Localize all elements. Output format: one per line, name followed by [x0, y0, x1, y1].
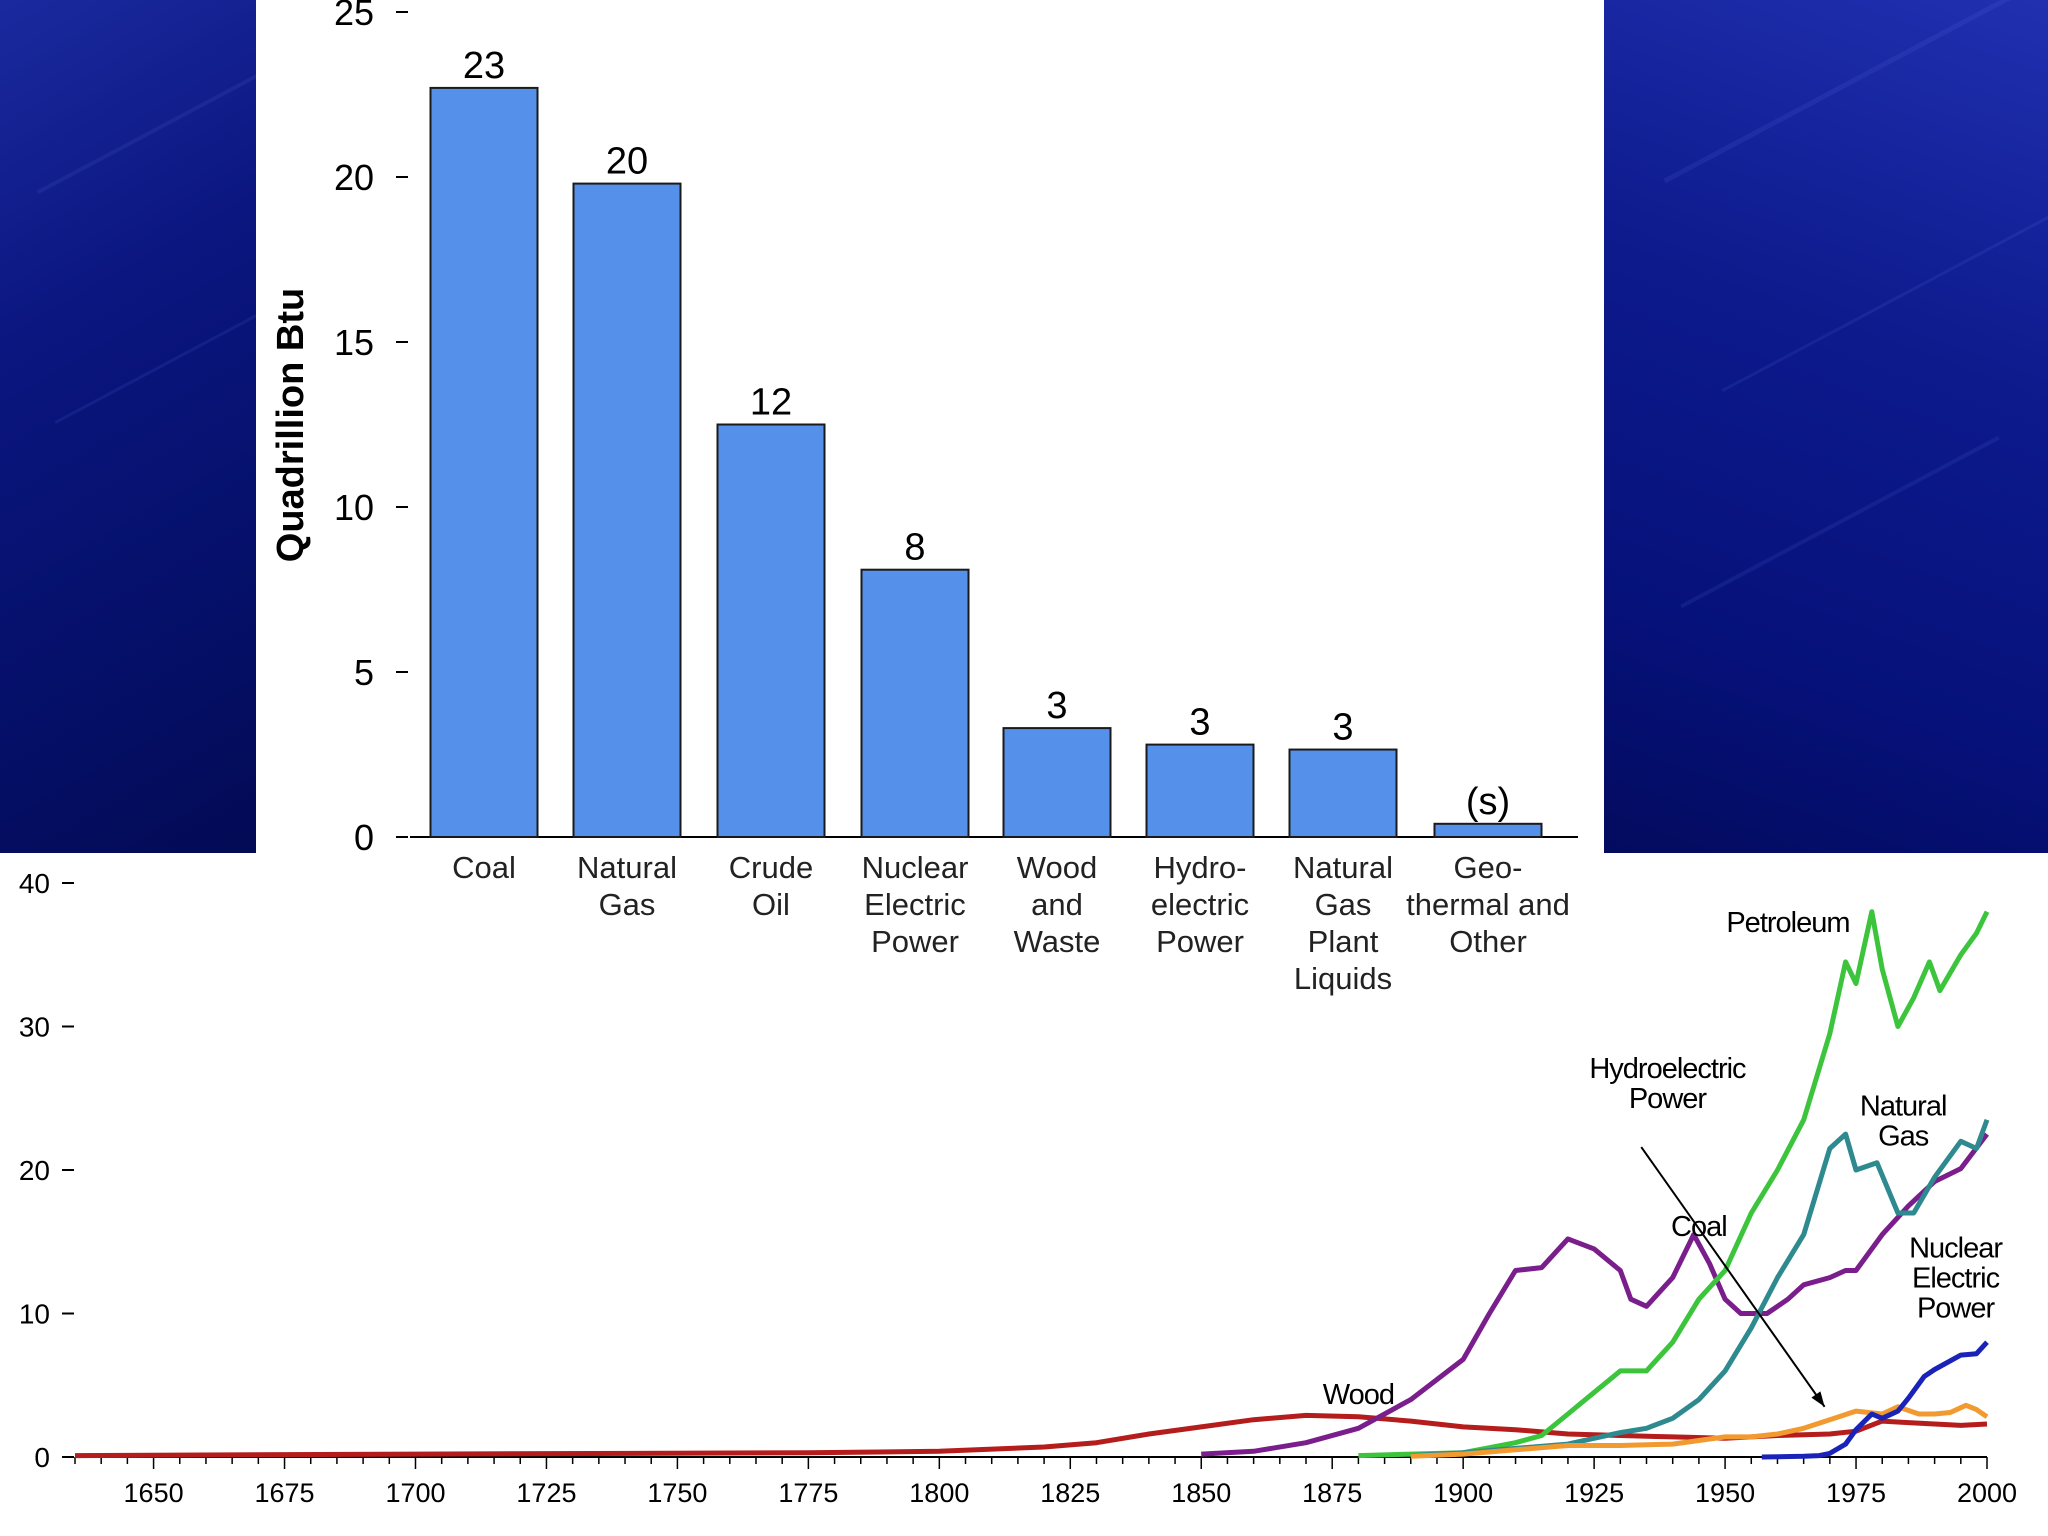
bar-data-label: 8 — [904, 527, 925, 569]
bar-category-label: Natural — [1293, 850, 1393, 885]
bar-y-axis-label: Quadrillion Btu — [270, 288, 312, 562]
bar-data-label: 12 — [750, 382, 792, 424]
line-x-tick-label: 1750 — [647, 1478, 707, 1508]
line-x-tick-label: 1650 — [124, 1478, 184, 1508]
bar-data-label: (s) — [1466, 781, 1510, 823]
line-annotation: Natural — [1860, 1090, 1947, 1122]
bar — [860, 568, 970, 838]
line-x-tick-label: 2000 — [1957, 1478, 2017, 1508]
bar-category-label: Power — [871, 924, 959, 959]
line-series — [1410, 1118, 1990, 1459]
line-y-tick-label: 40 — [19, 868, 50, 899]
line-annotation: Power — [1917, 1293, 1996, 1325]
line-x-tick-label: 1775 — [778, 1478, 838, 1508]
bar-data-label: 3 — [1189, 702, 1210, 744]
bar — [429, 86, 539, 838]
bar-category-label: Coal — [452, 850, 516, 885]
line-series — [1410, 1402, 1989, 1459]
line-x-tick-label: 1675 — [254, 1478, 314, 1508]
line-x-tick-label: 1825 — [1040, 1478, 1100, 1508]
line-annotation: Hydroelectric — [1589, 1053, 1746, 1085]
bar-category-label: and — [1031, 887, 1083, 922]
hydro-arrow-line — [1640, 1146, 1826, 1408]
line-y-tick-label: 0 — [34, 1442, 50, 1473]
bar-category-label: Gas — [1315, 887, 1372, 922]
line-y-tick-label: 20 — [19, 1155, 50, 1186]
bar-data-label: 20 — [606, 141, 648, 183]
line-annotation: Wood — [1323, 1379, 1394, 1411]
bar-category-label: electric — [1151, 887, 1249, 922]
line-x-tick-label: 1875 — [1302, 1478, 1362, 1508]
bar-category-label: thermal and — [1406, 887, 1570, 922]
bar-data-label: 3 — [1046, 685, 1067, 727]
bar-category-label: Oil — [752, 887, 790, 922]
background-right — [1604, 0, 2048, 853]
bar-y-tick-label: 20 — [334, 157, 374, 198]
line-y-tick-label: 10 — [19, 1299, 50, 1330]
line-chart: 0 10 20 30 40 1650 1675 1700 1725 1750 1775 1800 182… — [19, 868, 2017, 1508]
line-x-tick-label: 1725 — [516, 1478, 576, 1508]
bar-category-label: Power — [1156, 924, 1244, 959]
bar — [1433, 822, 1543, 838]
bar-category-label: Liquids — [1294, 961, 1392, 996]
line-y-tick-label: 30 — [19, 1012, 50, 1043]
bar-category-label: Electric — [864, 887, 966, 922]
bar-category-label: Plant — [1308, 924, 1379, 959]
bar — [1002, 727, 1112, 838]
bar-data-label: 3 — [1332, 707, 1353, 749]
bar — [572, 182, 682, 839]
line-x-tick-label: 1850 — [1171, 1478, 1231, 1508]
line-series — [1201, 1132, 1989, 1457]
line-annotation: Electric — [1912, 1263, 2000, 1295]
bar-y-tick-label: 10 — [334, 487, 374, 528]
line-x-tick-label: 1950 — [1695, 1478, 1755, 1508]
line-x-tick-label: 1800 — [909, 1478, 969, 1508]
bar-data-label: 23 — [463, 45, 505, 87]
bar-category-label: Gas — [599, 887, 656, 922]
line-annotation: Petroleum — [1726, 907, 1849, 939]
bar — [716, 423, 826, 838]
bar-category-label: Nuclear — [862, 850, 969, 885]
bar-category-label: Natural — [577, 850, 677, 885]
bar-category-label: Wood — [1017, 850, 1097, 885]
line-annotation: Power — [1629, 1083, 1708, 1115]
bar-y-tick-label: 25 — [334, 0, 374, 33]
line-annotation: Nuclear — [1909, 1233, 2003, 1265]
line-series — [74, 1412, 1988, 1459]
bar-chart: 0 5 10 15 20 25 Quadrillion Btu 23 Coal 20 Natural… — [270, 0, 1578, 996]
bar — [1145, 743, 1255, 838]
line-x-tick-label: 1925 — [1564, 1478, 1624, 1508]
bar-category-label: Crude — [729, 850, 813, 885]
hydro-arrow-head — [1811, 1391, 1825, 1407]
bar-category-label: Geo- — [1454, 850, 1523, 885]
bar — [1288, 748, 1398, 838]
background-left — [0, 0, 256, 853]
line-x-tick-label: 1900 — [1433, 1478, 1493, 1508]
bar-category-label: Other — [1449, 924, 1527, 959]
line-series — [1358, 909, 1990, 1459]
bar-y-tick-label: 0 — [354, 817, 374, 858]
line-x-tick-label: 1700 — [385, 1478, 445, 1508]
bar-category-label: Hydro- — [1153, 850, 1246, 885]
bar-category-label: Waste — [1014, 924, 1101, 959]
bar-y-tick-label: 15 — [334, 322, 374, 363]
line-series — [1761, 1340, 1989, 1460]
line-annotation: Gas — [1878, 1120, 1929, 1152]
line-x-tick-label: 1975 — [1826, 1478, 1886, 1508]
bar-y-tick-label: 5 — [354, 652, 374, 693]
line-annotation: Coal — [1671, 1211, 1727, 1243]
